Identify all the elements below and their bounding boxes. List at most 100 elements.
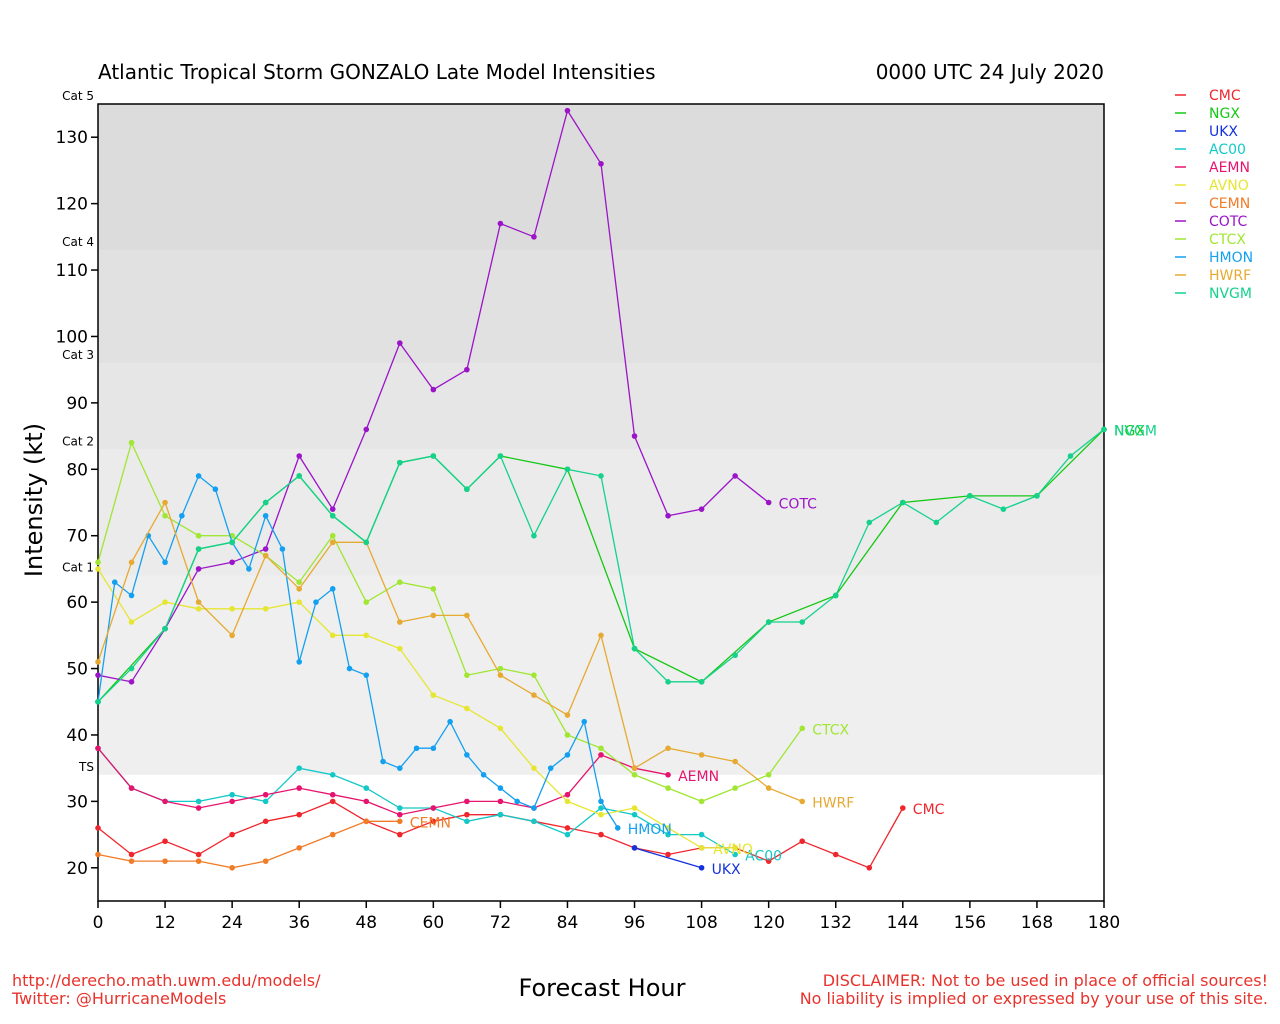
data-point-avno [229,605,235,612]
data-point-aemn [229,798,235,805]
data-point-hmon [179,512,185,519]
legend-label-ac00: AC00 [1209,142,1246,158]
data-point-ac00 [531,818,537,825]
data-point-nvgm [665,679,671,685]
y-tick-label: 80 [66,460,88,480]
disclaimer-line1: DISCLAIMER: Not to be used in place of o… [822,971,1268,990]
data-point-ctcx [564,732,571,738]
category-label-cat-2: Cat 2 [62,434,94,448]
axis-ticks: 0 12 24 36 48 60 72 84 96 108 120 132 144 156 168 180 20… [56,128,1121,933]
series-line-cmc [97,800,904,869]
data-point-ctcx [195,532,202,539]
data-point-avno [162,599,168,605]
x-tick-label: 180 [1088,913,1120,933]
legend-label-ctcx: CTCX [1209,232,1246,248]
band-cat-4 [98,104,1104,251]
data-point-cmc [665,851,671,858]
data-point-ctcx [363,599,370,605]
legend-label-nvgm: NVGM [1209,286,1252,302]
data-point-ac00 [363,785,370,791]
data-point-cmc [799,838,805,845]
x-tick-label: 12 [154,913,176,933]
y-tick-label: 90 [66,394,88,414]
data-point-hmon [162,559,168,566]
data-point-hmon [346,665,353,672]
data-point-nvgm [195,546,202,552]
data-point-avno [128,619,135,625]
series-line-hmon [97,474,619,829]
data-point-hmon [430,745,437,752]
series-cemn [95,818,403,871]
data-point-hwrf [162,499,168,506]
y-tick-label: 30 [66,792,88,812]
data-point-nvgm [128,665,135,672]
category-bands [98,104,1104,775]
data-point-nvgm [598,473,604,479]
data-point-ac00 [665,831,671,838]
data-point-ac00 [564,831,571,838]
data-point-cotc [296,453,303,459]
data-point-ac00 [464,818,470,825]
data-point-nvgm [564,466,571,473]
data-point-hwrf [464,612,470,619]
data-point-aemn [430,805,437,811]
data-point-aemn [464,798,470,805]
data-point-nvgm [967,493,973,499]
legend-label-cmc: CMC [1209,88,1241,104]
y-tick-label: 110 [56,261,88,281]
data-point-hmon [296,659,303,665]
data-point-nvgm [296,473,303,479]
data-point-nvgm [866,519,873,526]
data-point-cmc [430,818,437,825]
data-point-cemn [95,851,101,858]
data-point-ac00 [296,765,303,771]
y-tick-label: 120 [56,195,88,215]
data-point-aemn [665,772,671,778]
series-line-ctcx [97,440,803,803]
data-point-ctcx [765,772,772,778]
data-point-avno [363,632,370,639]
source-url[interactable]: http://derecho.math.uwm.edu/models/ [12,971,321,990]
x-tick-label: 108 [685,913,717,933]
data-point-hmon [128,592,135,599]
data-point-ac00 [598,805,604,811]
data-point-ac00 [329,772,336,778]
data-point-avno [732,845,738,851]
data-point-cotc [464,366,470,373]
disclaimer-line2: No liability is implied or expressed by … [799,989,1268,1008]
data-point-hwrf [665,745,671,752]
legend-label-hwrf: HWRF [1209,268,1251,284]
data-point-cmc [128,851,135,858]
data-point-cmc [598,831,604,838]
data-point-cotc [229,559,235,566]
end-label-cemn: CEMN [410,815,451,831]
data-point-ukx [698,864,705,871]
data-point-hwrf [95,659,101,665]
data-point-nvgm [832,592,839,599]
data-point-ac00 [195,798,202,805]
series-cotc [95,107,772,685]
data-point-cmc [329,798,336,805]
data-point-ctcx [698,798,705,805]
data-point-cemn [363,818,370,825]
data-point-ac00 [732,851,738,858]
data-point-hmon [363,672,370,678]
data-point-cemn [128,858,135,864]
data-point-nvgm [363,539,370,546]
data-point-ctcx [598,745,604,752]
data-point-nvgm [464,486,470,493]
x-tick-label: 144 [887,913,919,933]
data-point-cmc [95,825,101,831]
data-point-cotc [329,506,336,512]
data-point-nvgm [900,499,906,506]
end-label-cmc: CMC [913,802,945,818]
band-cat-2 [98,363,1104,450]
series-line-avno [97,568,736,849]
data-point-hwrf [564,712,571,718]
x-tick-label: 72 [490,913,512,933]
twitter-handle[interactable]: Twitter: @HurricaneModels [12,989,227,1008]
data-point-nvgm [162,625,168,632]
y-tick-label: 70 [66,527,88,547]
plot-frame [97,103,1105,902]
y-tick-label: 60 [66,593,88,613]
